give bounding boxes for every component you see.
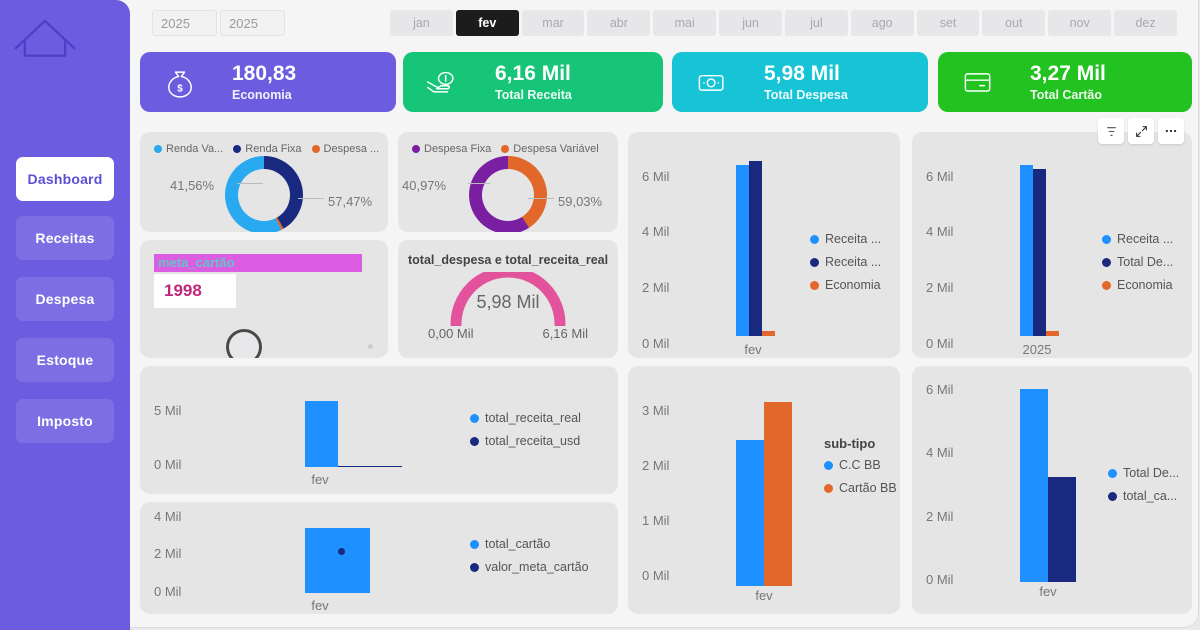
svg-text:$: $ [177,83,183,94]
